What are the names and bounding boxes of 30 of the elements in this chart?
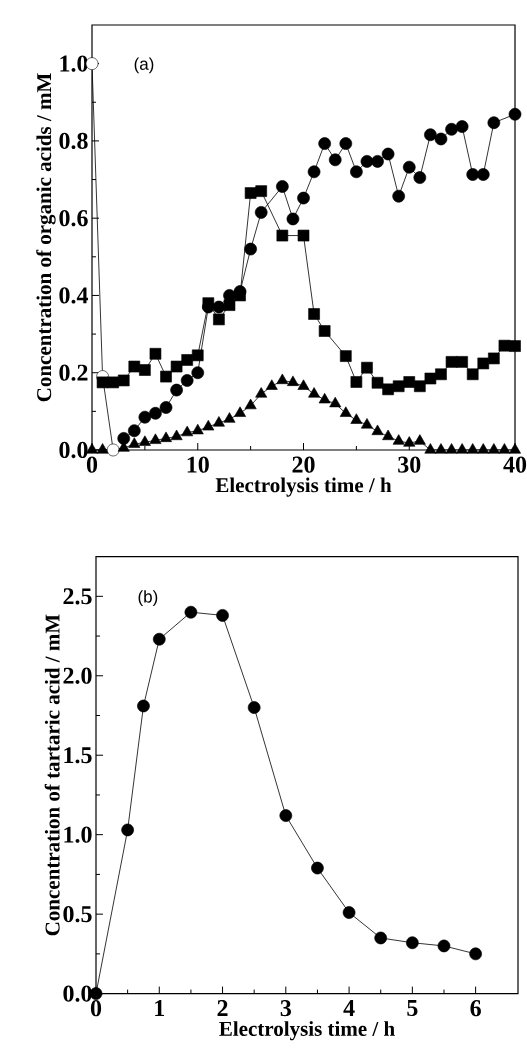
- y-tick-label: 2.5: [63, 588, 92, 605]
- y-tick-label: 0.8: [59, 132, 88, 150]
- annotation: (b): [138, 590, 158, 607]
- x-tick-label: 5: [407, 1000, 418, 1017]
- x-tick-label: 6: [470, 1000, 481, 1017]
- x-tick-label: 30: [398, 456, 421, 473]
- y-tick-label: 1.0: [60, 55, 88, 72]
- y-tick-label: 1.0: [64, 826, 92, 843]
- annotation: (a): [134, 57, 154, 74]
- y-tick-label: 0.5: [63, 905, 92, 923]
- y-tick-label: 0.2: [59, 364, 88, 381]
- y-tick-label: 0.4: [59, 287, 89, 304]
- y-tick-label: 1.5: [64, 747, 92, 764]
- y-tick-label: 2.0: [63, 667, 92, 684]
- x-axis-title: Electrolysis time / h: [219, 1021, 395, 1041]
- y-axis-title: Concentration of tartaric acid / mM: [44, 614, 60, 936]
- y-axis-title: Concentration of organic acids / mM: [36, 73, 56, 402]
- x-tick-label: 0: [86, 456, 98, 473]
- y-tick-label: 0.0: [63, 985, 92, 1002]
- x-tick-label: 0: [90, 1000, 102, 1017]
- y-tick-label: 0.6: [59, 210, 88, 227]
- x-tick-label: 40: [503, 456, 527, 473]
- x-tick-label: 2: [217, 1000, 228, 1017]
- x-tick-label: 20: [292, 456, 315, 473]
- x-tick-label: 10: [187, 456, 209, 473]
- x-axis-title: Electrolysis time / h: [215, 477, 392, 497]
- y-tick-label: 0.0: [59, 441, 88, 459]
- x-tick-label: 1: [155, 1000, 165, 1016]
- x-tick-label: 4: [343, 1000, 355, 1016]
- x-tick-label: 3: [280, 1000, 291, 1017]
